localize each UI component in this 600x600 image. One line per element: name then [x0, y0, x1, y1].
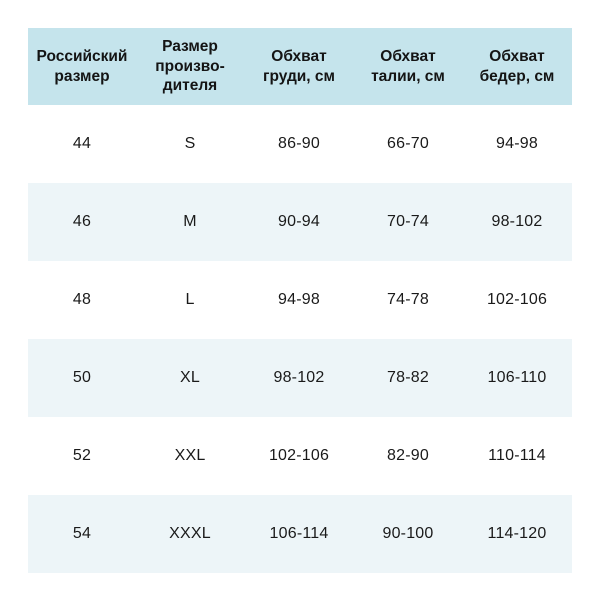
column-header-line: Обхват [489, 47, 545, 65]
cell-russian-size: 50 [28, 339, 136, 417]
header-row: Российский размер Размер произво- дителя… [28, 28, 572, 105]
column-header-line: Размер [162, 37, 218, 55]
cell-russian-size: 46 [28, 183, 136, 261]
column-header-line: дителя [162, 77, 218, 95]
column-header-line: Российский [36, 47, 128, 65]
cell-russian-size: 52 [28, 417, 136, 495]
cell-waist: 90-100 [354, 495, 462, 573]
cell-chest: 102-106 [244, 417, 354, 495]
column-header-line: груди, см [262, 67, 336, 85]
cell-manufacturer-size: M [136, 183, 244, 261]
table-row: 48 L 94-98 74-78 102-106 [28, 261, 572, 339]
cell-manufacturer-size: XXXL [136, 495, 244, 573]
column-header-line: произво- [155, 57, 225, 75]
cell-hips: 98-102 [462, 183, 572, 261]
column-header-manufacturer-size: Размер произво- дителя [136, 28, 244, 105]
cell-hips: 114-120 [462, 495, 572, 573]
cell-hips: 102-106 [462, 261, 572, 339]
cell-chest: 106-114 [244, 495, 354, 573]
cell-manufacturer-size: XL [136, 339, 244, 417]
cell-manufacturer-size: S [136, 105, 244, 183]
cell-waist: 70-74 [354, 183, 462, 261]
column-header-russian-size: Российский размер [28, 28, 136, 105]
cell-manufacturer-size: L [136, 261, 244, 339]
table-row: 50 XL 98-102 78-82 106-110 [28, 339, 572, 417]
column-header-waist: Обхват талии, см [354, 28, 462, 105]
column-header-line: талии, см [371, 67, 445, 85]
cell-chest: 90-94 [244, 183, 354, 261]
table-row: 46 M 90-94 70-74 98-102 [28, 183, 572, 261]
table-header: Российский размер Размер произво- дителя… [28, 28, 572, 105]
size-chart-table: Российский размер Размер произво- дителя… [28, 28, 572, 573]
column-header-line: Обхват [271, 47, 327, 65]
column-header-line: бедер, см [479, 67, 555, 85]
cell-waist: 82-90 [354, 417, 462, 495]
column-header-hips: Обхват бедер, см [462, 28, 572, 105]
cell-russian-size: 44 [28, 105, 136, 183]
table-row: 54 XXXL 106-114 90-100 114-120 [28, 495, 572, 573]
table-row: 44 S 86-90 66-70 94-98 [28, 105, 572, 183]
cell-russian-size: 48 [28, 261, 136, 339]
cell-chest: 94-98 [244, 261, 354, 339]
cell-hips: 106-110 [462, 339, 572, 417]
column-header-line: Обхват [380, 47, 436, 65]
cell-chest: 86-90 [244, 105, 354, 183]
cell-hips: 94-98 [462, 105, 572, 183]
table-body: 44 S 86-90 66-70 94-98 46 M 90-94 70-74 … [28, 105, 572, 573]
cell-russian-size: 54 [28, 495, 136, 573]
column-header-chest: Обхват груди, см [244, 28, 354, 105]
column-header-line: размер [54, 67, 110, 85]
cell-waist: 78-82 [354, 339, 462, 417]
cell-chest: 98-102 [244, 339, 354, 417]
cell-waist: 66-70 [354, 105, 462, 183]
cell-waist: 74-78 [354, 261, 462, 339]
cell-manufacturer-size: XXL [136, 417, 244, 495]
cell-hips: 110-114 [462, 417, 572, 495]
table-row: 52 XXL 102-106 82-90 110-114 [28, 417, 572, 495]
